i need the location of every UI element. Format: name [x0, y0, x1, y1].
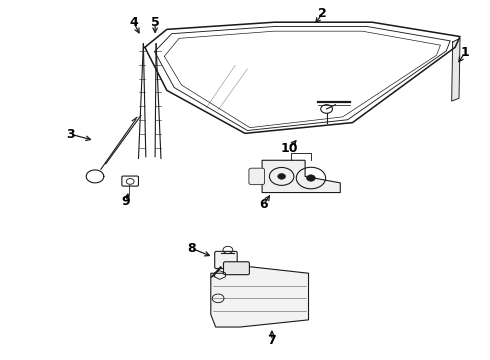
- FancyBboxPatch shape: [122, 176, 139, 186]
- Text: 10: 10: [280, 142, 298, 155]
- Text: 3: 3: [66, 127, 74, 141]
- Text: 8: 8: [187, 242, 196, 255]
- Circle shape: [278, 174, 286, 179]
- Text: 6: 6: [259, 198, 268, 211]
- Polygon shape: [211, 264, 309, 327]
- Text: 9: 9: [122, 195, 130, 208]
- Text: 1: 1: [461, 46, 469, 59]
- Text: 4: 4: [129, 16, 138, 29]
- Circle shape: [307, 175, 316, 181]
- Polygon shape: [262, 160, 340, 193]
- Text: 2: 2: [318, 8, 326, 21]
- Text: 7: 7: [268, 334, 276, 347]
- FancyBboxPatch shape: [249, 168, 265, 185]
- FancyBboxPatch shape: [215, 251, 237, 269]
- Polygon shape: [452, 39, 460, 101]
- Text: 5: 5: [151, 16, 159, 29]
- FancyBboxPatch shape: [223, 262, 249, 275]
